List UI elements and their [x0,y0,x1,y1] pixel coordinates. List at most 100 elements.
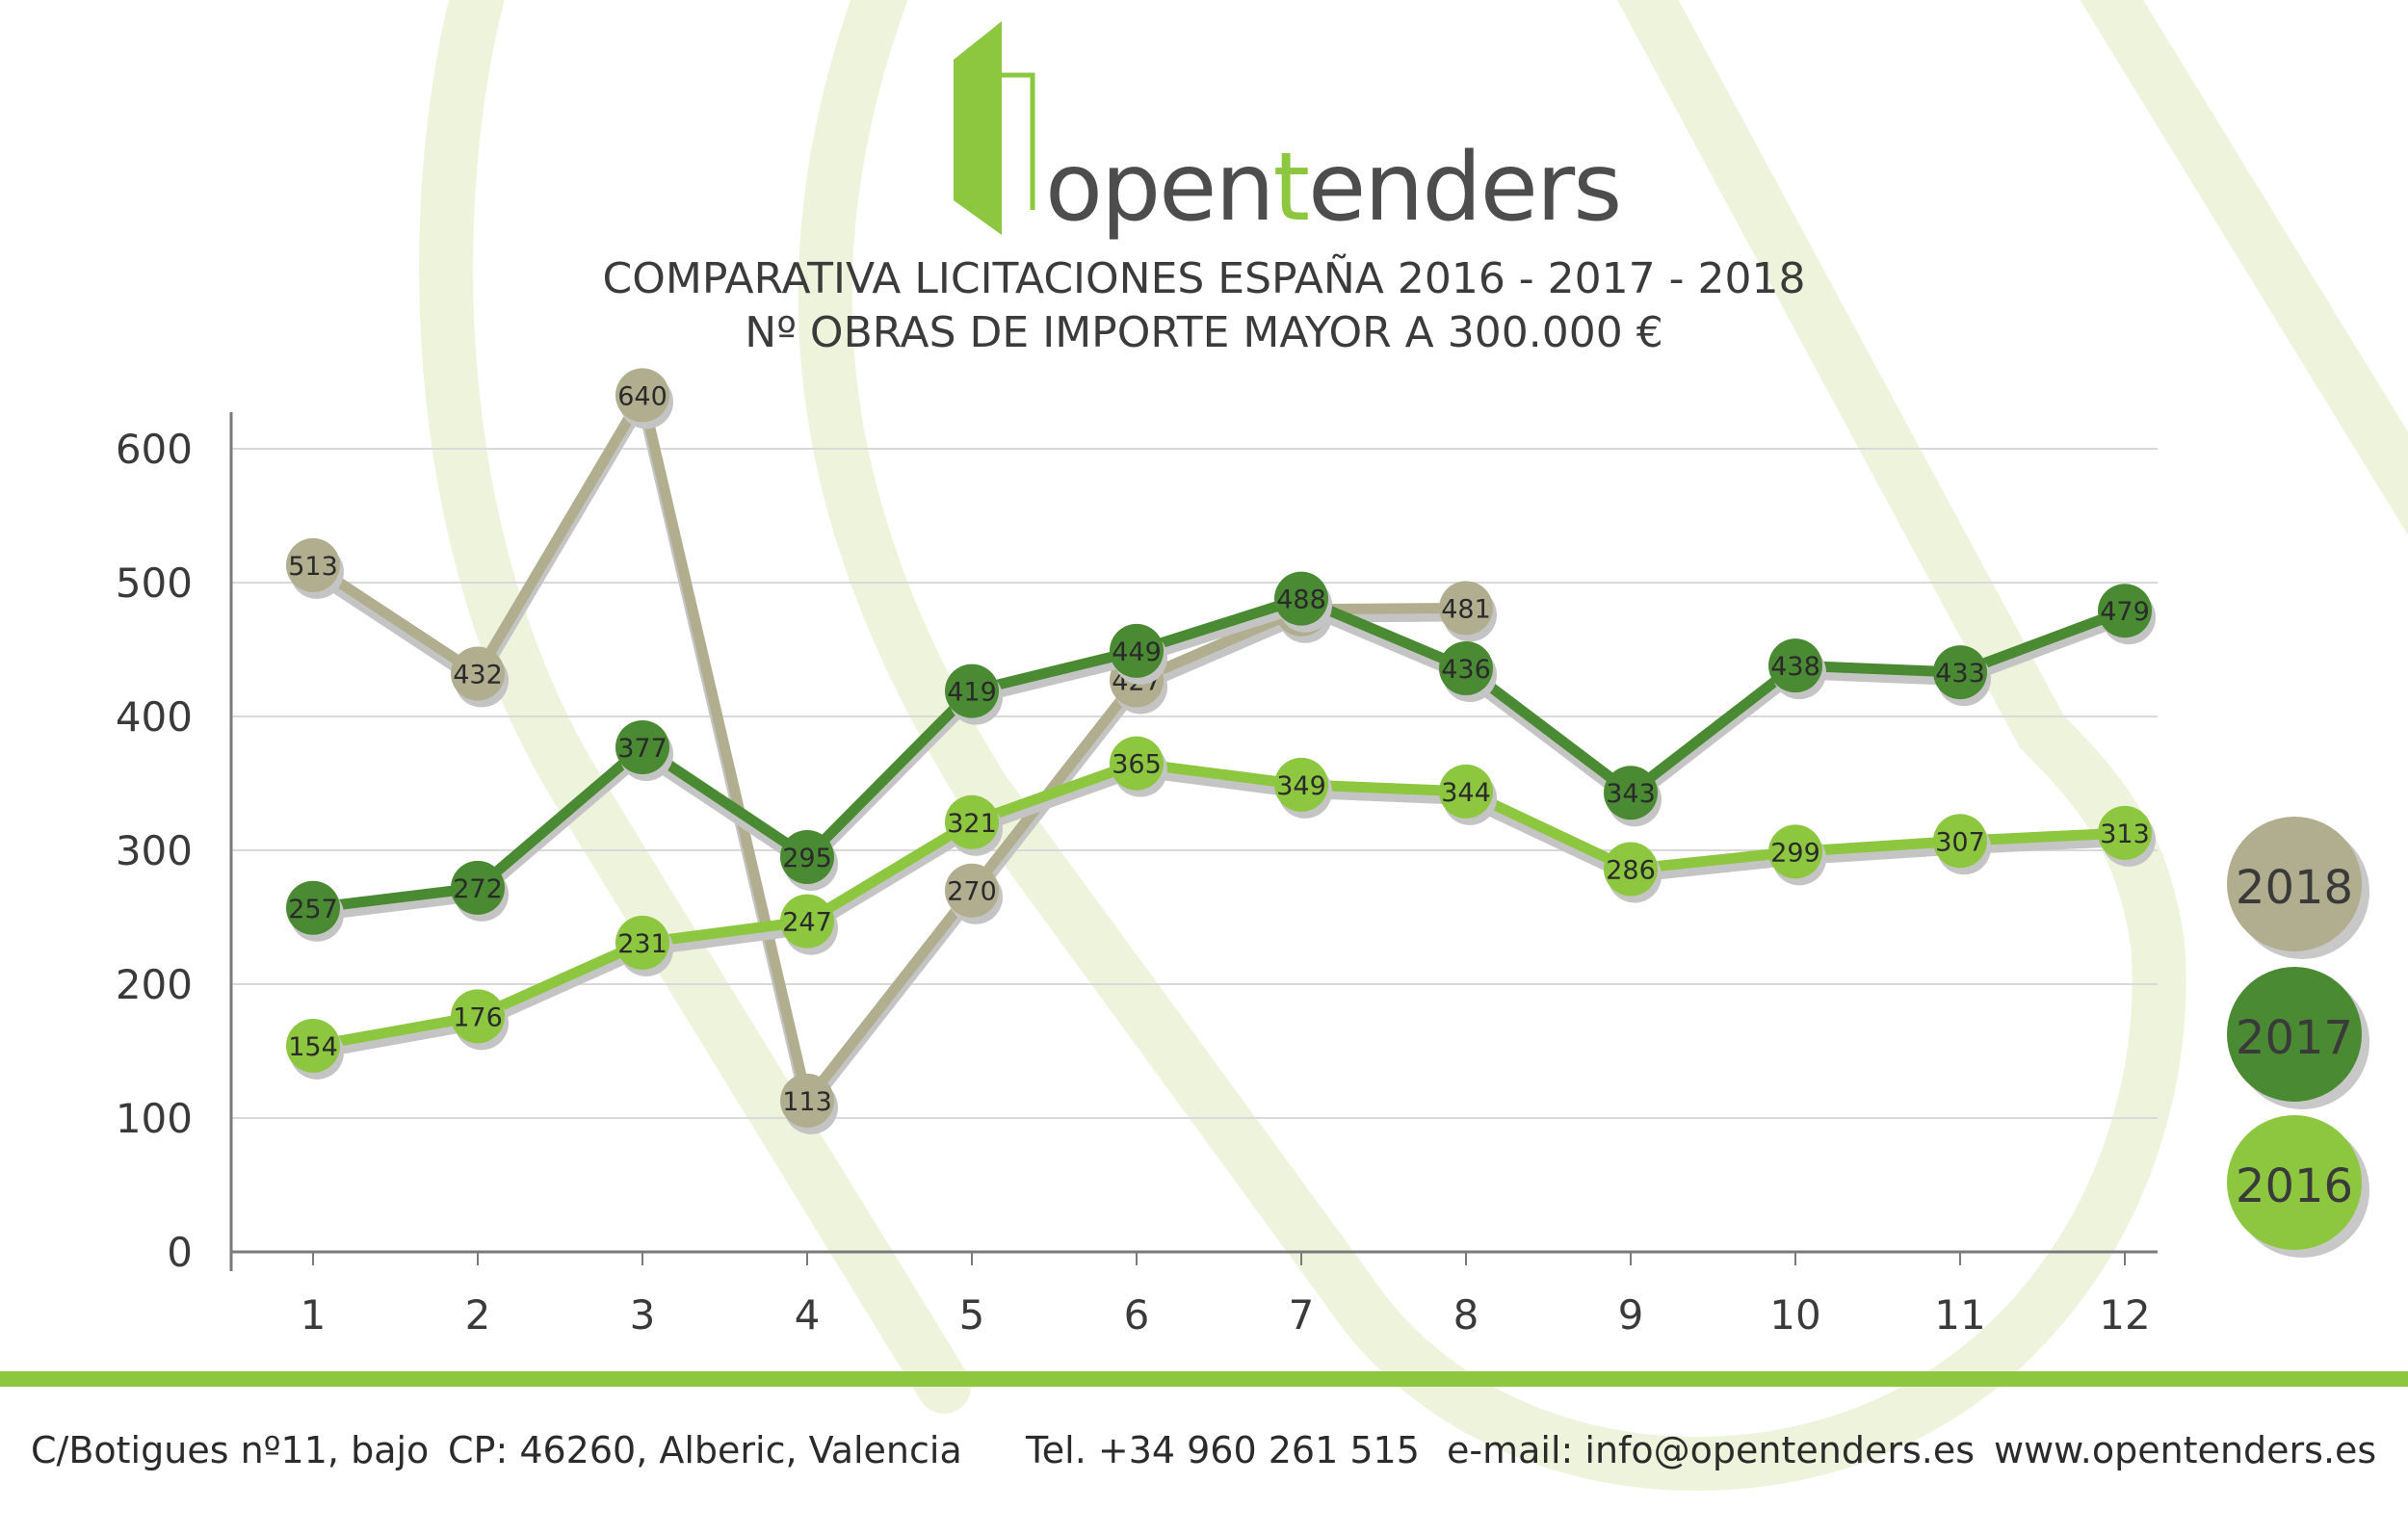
data-point [945,663,999,718]
data-point [2098,805,2152,860]
data-label: 154 [288,1032,338,1062]
data-point [1439,764,1493,819]
data-label: 640 [617,381,667,411]
data-label: 513 [288,552,338,582]
logo-building-icon [954,21,1035,235]
data-point [451,646,505,701]
x-tick-label: 4 [795,1291,821,1339]
chart-title: COMPARATIVA LICITACIONES ESPAÑA 2016 - 2… [602,254,1806,303]
x-tick-label: 8 [1453,1291,1479,1339]
data-label: 176 [453,1002,503,1032]
data-point [1933,645,1987,700]
data-point [286,537,340,592]
data-point [451,860,505,915]
x-tick-label: 2 [465,1291,491,1339]
x-tick-label: 12 [2099,1291,2150,1339]
legend-label: 2018 [2235,861,2354,915]
data-point [780,1073,834,1128]
data-point [1274,571,1328,626]
x-tick-label: 7 [1289,1291,1315,1339]
data-label: 344 [1441,778,1491,808]
data-label: 365 [1112,750,1162,780]
data-label: 433 [1935,659,1985,689]
data-label: 313 [2100,820,2150,849]
y-tick-label: 600 [116,426,193,473]
footer-phone: Tel. +34 960 261 515 [1026,1429,1420,1471]
x-tick-label: 9 [1618,1291,1644,1339]
y-tick-label: 400 [116,693,193,741]
data-point [1439,640,1493,695]
data-label: 272 [453,874,503,904]
legend-swatch [2227,817,2362,951]
data-label: 286 [1606,855,1656,885]
data-point [1274,757,1328,812]
x-tick-label: 6 [1124,1291,1150,1339]
data-label: 438 [1770,652,1820,682]
y-tick-label: 200 [116,961,193,1008]
x-tick-label: 10 [1769,1291,1820,1339]
data-label: 432 [453,661,503,690]
data-point [945,794,999,849]
x-tick-label: 3 [630,1291,656,1339]
chart-titles: COMPARATIVA LICITACIONES ESPAÑA 2016 - 2… [0,252,2408,360]
data-label: 257 [288,895,338,924]
footer-postal-code: CP: 46260, Alberic, Valencia [448,1429,962,1471]
series-line [309,389,1467,1106]
data-point [780,894,834,949]
legend-swatch [2227,967,2362,1102]
data-label: 377 [617,734,667,764]
x-tick-label: 5 [959,1291,985,1339]
data-point [1604,766,1658,820]
data-label: 436 [1441,655,1491,685]
footer-email: e-mail: info@opentenders.es [1447,1429,1976,1471]
data-label: 113 [782,1087,832,1117]
data-point [1439,581,1493,636]
data-point [1768,638,1822,693]
data-point [451,989,505,1044]
data-label: 307 [1935,827,1985,857]
logo-wordmark: opentenders [1045,133,1622,243]
data-point [615,368,669,423]
legend-swatch [2227,1115,2362,1250]
legend-label: 2017 [2235,1011,2354,1065]
data-point [1110,623,1164,678]
data-label: 419 [947,678,997,708]
footer-bar [0,1371,2408,1387]
data-label: 321 [947,809,997,839]
data-point [945,863,999,918]
data-label: 479 [2100,597,2150,627]
footer-website: www.opentenders.es [1994,1429,2377,1471]
data-point [1604,842,1658,897]
x-tick-label: 11 [1934,1291,1985,1339]
series-2017: 257 272 377 295 419 449 488 436 343 438 433 479 [286,571,2156,942]
legend-item-2016: 2016 [2227,1115,2362,1250]
data-label: 449 [1112,637,1162,667]
y-tick-label: 0 [167,1229,193,1276]
data-label: 295 [782,844,832,873]
data-point [286,880,340,935]
data-point [1768,824,1822,879]
legend-item-2017: 2017 [2227,967,2362,1102]
data-label: 343 [1606,779,1656,809]
data-point [1933,814,1987,869]
y-tick-label: 100 [116,1095,193,1142]
footer-address: C/Botigues nº11, bajo [31,1429,430,1471]
series-line-shadow [311,765,2126,1059]
data-label: 231 [617,929,667,959]
data-point [615,915,669,970]
series-2016: 154 176 231 247 321 365 349 344 286 299 307 313 [286,736,2156,1080]
data-point [1110,736,1164,791]
data-label: 247 [782,908,832,938]
data-point [286,1018,340,1073]
legend-label: 2016 [2235,1159,2354,1213]
data-label: 299 [1770,838,1820,868]
chart-subtitle: Nº OBRAS DE IMPORTE MAYOR A 300.000 € [745,308,1663,357]
data-point [615,719,669,774]
y-tick-label: 300 [116,827,193,874]
data-point [2098,584,2152,638]
data-label: 481 [1441,594,1491,624]
data-label: 270 [947,877,997,907]
data-label: 488 [1276,585,1326,615]
x-tick-label: 1 [301,1291,327,1339]
